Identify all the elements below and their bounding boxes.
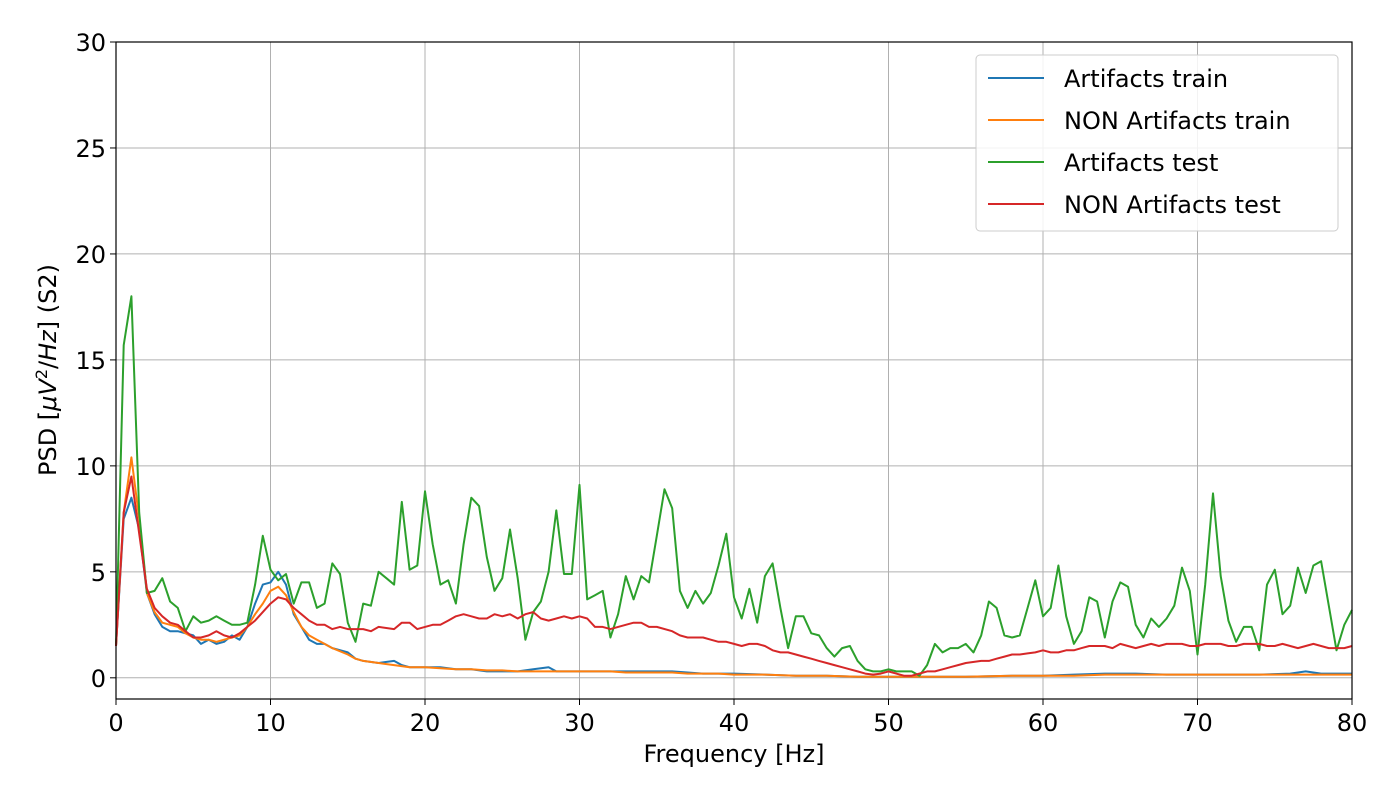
x-tick-label: 10 <box>255 709 286 737</box>
legend-label-non-artifacts-test: NON Artifacts test <box>1064 191 1281 219</box>
y-tick-label: 15 <box>75 347 106 375</box>
x-tick-label: 0 <box>108 709 123 737</box>
y-axis-title-part: ] (S2) <box>34 264 62 330</box>
legend: Artifacts train NON Artifacts train Arti… <box>975 54 1339 232</box>
x-axis-ticks: 0 10 20 30 40 50 60 70 80 <box>108 699 1367 737</box>
y-tick-label: 0 <box>91 665 106 693</box>
y-axis-title-part: 2 <box>32 369 51 379</box>
x-tick-label: 50 <box>873 709 904 737</box>
y-axis-title-part: / <box>34 360 62 369</box>
y-axis-title: PSD [μV2/Hz] (S2) <box>32 264 63 476</box>
series-line-non-artifacts-test <box>115 475 1353 677</box>
y-axis-title-part: PSD [ <box>34 411 62 476</box>
x-tick-label: 30 <box>564 709 595 737</box>
legend-label-artifacts-train: Artifacts train <box>1064 65 1228 93</box>
series-line-artifacts-test <box>115 295 1353 677</box>
x-tick-label: 40 <box>719 709 750 737</box>
y-tick-label: 20 <box>75 241 106 269</box>
x-axis-title: Frequency [Hz] <box>644 740 825 768</box>
y-axis-title-part: μV <box>34 378 62 412</box>
y-axis-ticks: 0 5 10 15 20 25 30 <box>75 29 116 693</box>
legend-label-artifacts-test: Artifacts test <box>1064 149 1218 177</box>
x-tick-label: 80 <box>1337 709 1368 737</box>
series-line-non-artifacts-train <box>115 456 1352 678</box>
legend-label-non-artifacts-train: NON Artifacts train <box>1064 107 1291 135</box>
series-layer <box>115 295 1353 678</box>
y-axis-title-part: Hz <box>34 329 62 361</box>
y-tick-label: 5 <box>91 559 106 587</box>
x-tick-label: 60 <box>1028 709 1059 737</box>
x-tick-label: 70 <box>1182 709 1213 737</box>
y-tick-label: 30 <box>75 29 106 57</box>
y-tick-label: 25 <box>75 135 106 163</box>
legend-box <box>975 54 1339 232</box>
y-tick-label: 10 <box>75 453 106 481</box>
x-tick-label: 20 <box>410 709 441 737</box>
grid <box>115 41 1353 699</box>
